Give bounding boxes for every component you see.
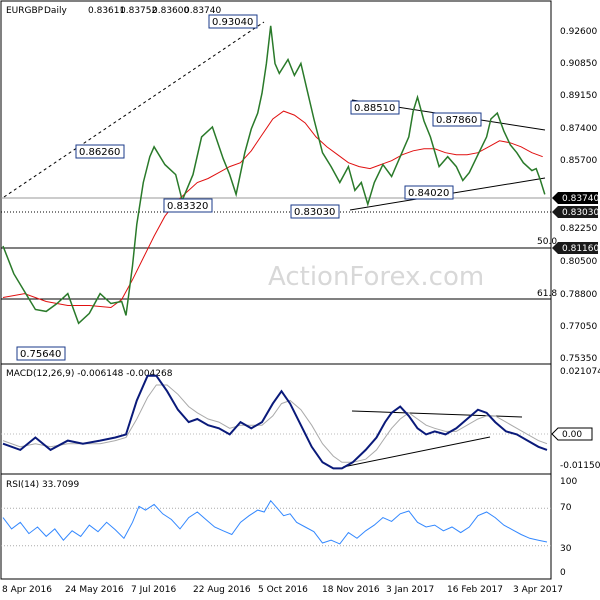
- macd-line: [2, 374, 548, 470]
- fib-50-label: 50.0: [537, 237, 557, 247]
- macd-title: MACD(12,26,9) -0.006148 -0.004268: [6, 369, 173, 379]
- level-tag-081160: 0.81160: [552, 242, 599, 254]
- callout-093040: 0.93040: [208, 14, 258, 29]
- moving-average-line: [2, 110, 543, 309]
- x-tick-label: 3 Jan 2017: [386, 585, 434, 595]
- svg-text:0.87860: 0.87860: [436, 115, 477, 126]
- instrument-label: EURGBP: [6, 6, 44, 16]
- last-price-tag: 0.83740: [552, 192, 599, 204]
- price-y-tick: 0.85700: [560, 156, 597, 166]
- fib-61-label: 61.8: [537, 289, 557, 299]
- x-tick-label: 8 Apr 2016: [2, 585, 52, 595]
- svg-text:0.86260: 0.86260: [79, 147, 120, 158]
- macd-y-tick: -0.011507: [560, 461, 600, 471]
- price-y-tick: 0.75350: [560, 354, 597, 364]
- ohlc-close: 0.83740: [184, 6, 221, 16]
- price-y-tick: 0.77050: [560, 322, 597, 332]
- svg-text:0.81160: 0.81160: [562, 244, 599, 254]
- ohlc-low: 0.83600: [152, 6, 189, 16]
- callout-086260: 0.86260: [75, 144, 125, 159]
- svg-text:0.83030: 0.83030: [294, 207, 335, 218]
- svg-text:0.84020: 0.84020: [408, 188, 449, 199]
- x-tick-label: 24 May 2016: [65, 585, 124, 595]
- svg-text:0.93040: 0.93040: [212, 17, 253, 28]
- svg-text:0.83030: 0.83030: [562, 208, 599, 218]
- macd-y-tick: 0.021074: [560, 367, 600, 377]
- price-bars: [2, 25, 546, 325]
- rsi-y-tick: 30: [560, 544, 572, 554]
- svg-text:0.88510: 0.88510: [354, 103, 395, 114]
- svg-text:0.75640: 0.75640: [20, 349, 61, 360]
- rsi-y-tick: 70: [560, 503, 572, 513]
- macd-last-tag: 0.00: [551, 427, 593, 441]
- price-y-tick: 0.87400: [560, 124, 597, 134]
- price-y-tick: 0.82250: [560, 224, 597, 234]
- price-y-tick: 0.92600: [560, 27, 597, 37]
- rising-trendline-dotted: [3, 21, 265, 198]
- rsi-panel: [0, 473, 552, 580]
- price-y-tick: 0.90850: [560, 59, 597, 69]
- x-axis: 8 Apr 2016 24 May 2016 7 Jul 2016 22 Aug…: [2, 585, 563, 595]
- callout-084020: 0.84020: [404, 185, 454, 200]
- ohlc-open: 0.83611: [88, 6, 125, 16]
- svg-text:0.00: 0.00: [562, 430, 582, 440]
- rsi-title: RSI(14) 33.7099: [6, 480, 79, 490]
- macd-trendline-lower: [342, 436, 491, 468]
- callout-083030: 0.83030: [290, 204, 340, 219]
- svg-text:0.83740: 0.83740: [562, 194, 599, 204]
- price-y-tick: 0.78800: [560, 290, 597, 300]
- ohlc-high: 0.83752: [120, 6, 157, 16]
- x-tick-label: 5 Oct 2016: [258, 585, 308, 595]
- callout-088510: 0.88510: [350, 100, 400, 115]
- callout-075640: 0.75640: [16, 346, 66, 361]
- price-y-tick: 0.89150: [560, 91, 597, 101]
- rsi-y-tick: 100: [560, 477, 577, 487]
- x-tick-label: 16 Feb 2017: [447, 585, 503, 595]
- svg-text:0.83320: 0.83320: [167, 201, 208, 212]
- x-tick-label: 3 Apr 2017: [513, 585, 563, 595]
- price-y-tick: 0.80500: [560, 257, 597, 267]
- rsi-y-tick: 0: [560, 568, 566, 578]
- macd-signal-line: [2, 384, 548, 463]
- price-y-ticks: 0.92600 0.90850 0.89150 0.87400 0.85700 …: [560, 27, 597, 364]
- watermark: ActionForex.com: [268, 262, 484, 292]
- x-tick-label: 18 Nov 2016: [322, 585, 380, 595]
- x-tick-label: 22 Aug 2016: [193, 585, 251, 595]
- callout-087860: 0.87860: [432, 112, 482, 127]
- period-label: Daily: [44, 6, 67, 16]
- rsi-line: [2, 499, 548, 545]
- level-tag-083030: 0.83030: [552, 206, 599, 218]
- x-tick-label: 7 Jul 2016: [131, 585, 176, 595]
- callout-083320: 0.83320: [163, 198, 213, 213]
